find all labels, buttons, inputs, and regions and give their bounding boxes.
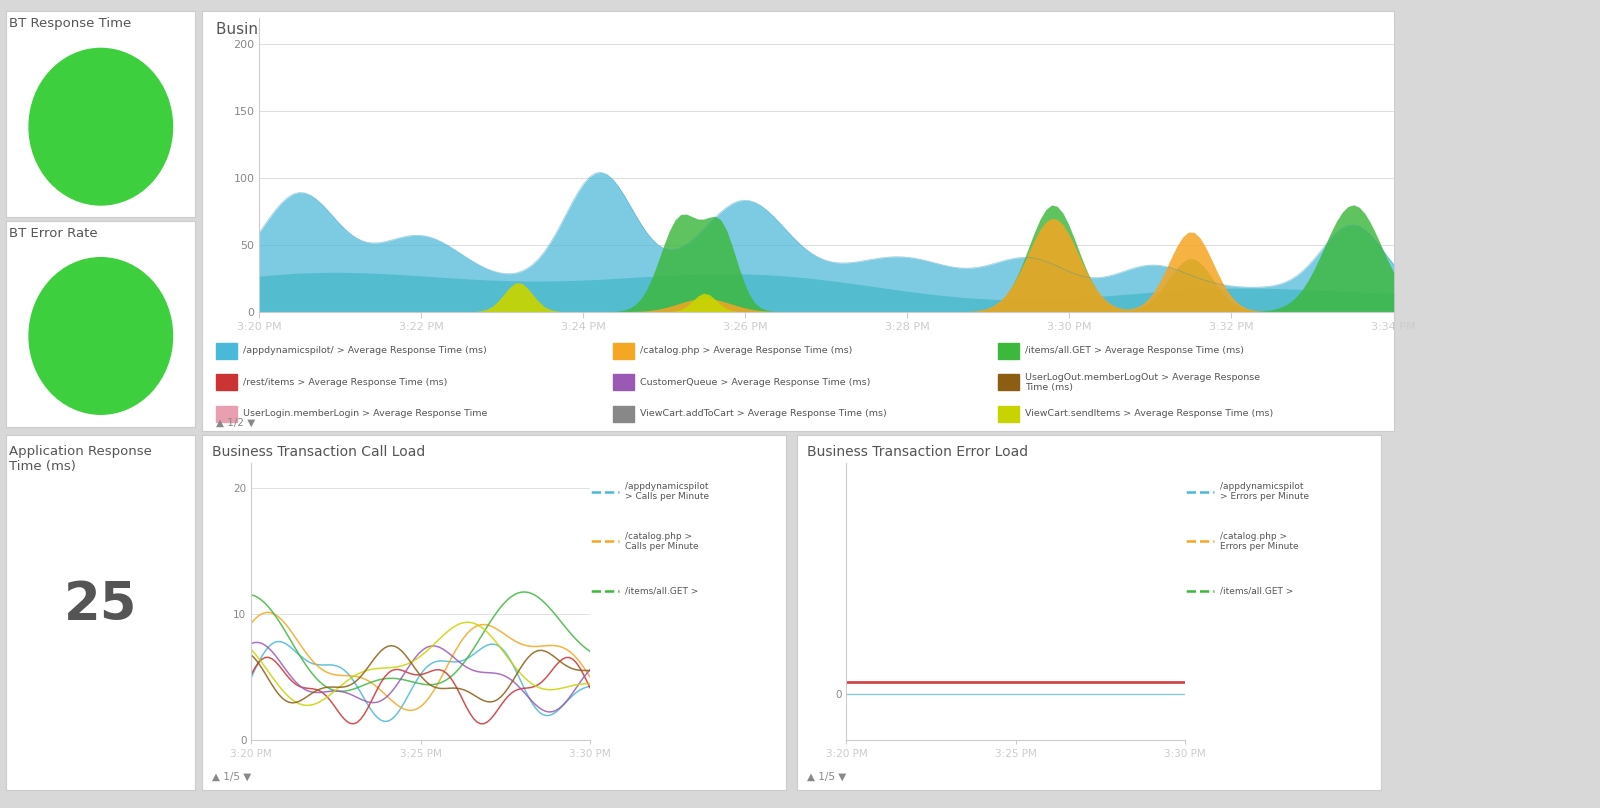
Text: Business Transaction Error Load: Business Transaction Error Load: [808, 445, 1029, 460]
Text: BT Error Rate: BT Error Rate: [10, 227, 98, 240]
Text: ViewCart.sendItems > Average Response Time (ms): ViewCart.sendItems > Average Response Ti…: [1026, 410, 1274, 419]
Text: ▲ 1/5 ▼: ▲ 1/5 ▼: [808, 772, 846, 781]
Bar: [613, 406, 634, 422]
Text: UserLogOut.memberLogOut > Average Response
Time (ms): UserLogOut.memberLogOut > Average Respon…: [1026, 372, 1261, 392]
Bar: [998, 343, 1019, 359]
Bar: [998, 374, 1019, 390]
Text: BT Response Time: BT Response Time: [10, 18, 131, 31]
Text: /appdynamicspilot/ > Average Response Time (ms): /appdynamicspilot/ > Average Response Ti…: [243, 347, 486, 356]
Text: Business Transaction Response Time: Business Transaction Response Time: [216, 22, 498, 37]
Text: 25: 25: [64, 579, 138, 631]
Bar: [613, 343, 634, 359]
Text: ViewCart.addToCart > Average Response Time (ms): ViewCart.addToCart > Average Response Ti…: [640, 410, 886, 419]
Text: /items/all.GET >: /items/all.GET >: [626, 587, 698, 595]
Circle shape: [29, 48, 173, 205]
Text: CustomerQueue > Average Response Time (ms): CustomerQueue > Average Response Time (m…: [640, 378, 870, 387]
Text: ▲ 1/5 ▼: ▲ 1/5 ▼: [213, 772, 251, 781]
Circle shape: [29, 258, 173, 415]
Bar: [216, 374, 237, 390]
Text: /appdynamicspilot
> Errors per Minute: /appdynamicspilot > Errors per Minute: [1221, 482, 1309, 501]
Bar: [613, 374, 634, 390]
Text: UserLogin.memberLogin > Average Response Time: UserLogin.memberLogin > Average Response…: [243, 410, 488, 419]
Text: /appdynamicspilot
> Calls per Minute: /appdynamicspilot > Calls per Minute: [626, 482, 709, 501]
Bar: [216, 343, 237, 359]
Text: /catalog.php > Average Response Time (ms): /catalog.php > Average Response Time (ms…: [640, 347, 853, 356]
Text: Application Response
Time (ms): Application Response Time (ms): [10, 445, 152, 473]
Text: /catalog.php >
Errors per Minute: /catalog.php > Errors per Minute: [1221, 532, 1299, 551]
Text: /items/all.GET > Average Response Time (ms): /items/all.GET > Average Response Time (…: [1026, 347, 1245, 356]
Text: ▲ 1/2 ▼: ▲ 1/2 ▼: [216, 418, 254, 428]
Text: /items/all.GET >: /items/all.GET >: [1221, 587, 1293, 595]
Bar: [216, 406, 237, 422]
Text: /catalog.php >
Calls per Minute: /catalog.php > Calls per Minute: [626, 532, 699, 551]
Text: Business Transaction Call Load: Business Transaction Call Load: [213, 445, 426, 460]
Bar: [998, 406, 1019, 422]
Text: /rest/items > Average Response Time (ms): /rest/items > Average Response Time (ms): [243, 378, 448, 387]
